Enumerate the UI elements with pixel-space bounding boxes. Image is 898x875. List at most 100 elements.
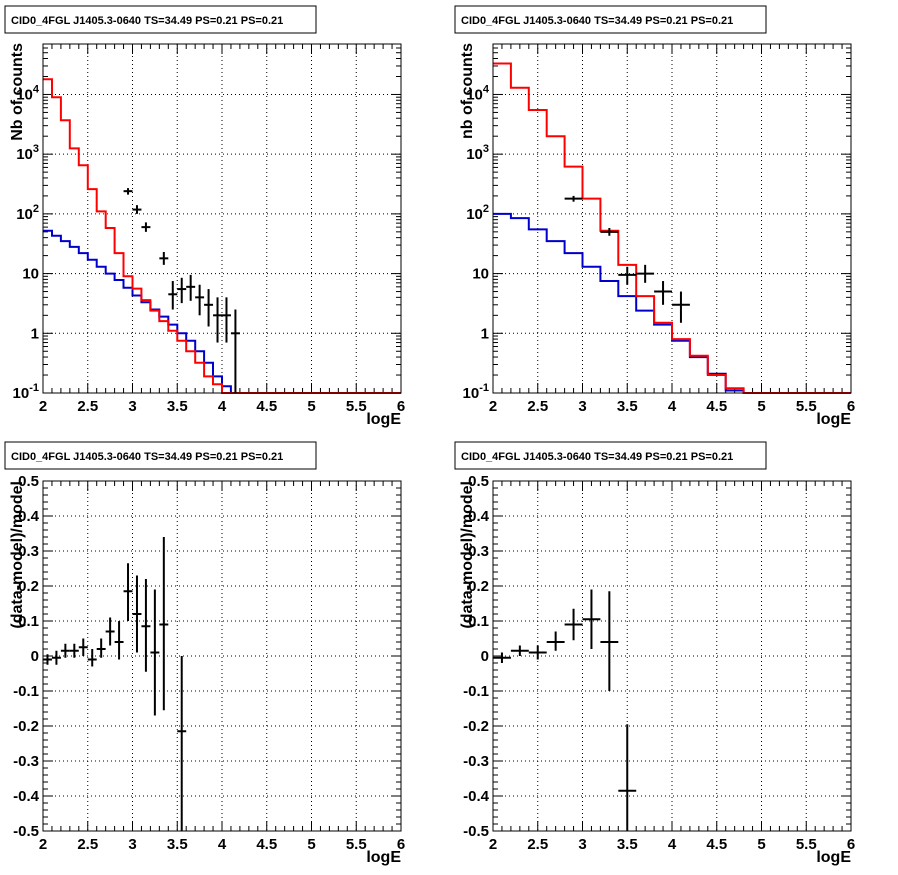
x-tick-label: 4.5 [706,398,727,415]
data-point [195,284,205,316]
panel-title: CID0_4FGL J1405.3-0640 TS=34.49 PS=0.21 … [461,15,733,27]
x-tick-label: 2 [39,398,47,415]
x-tick-label: 3.5 [167,398,188,415]
title-box [454,5,767,34]
y-tick-label: 10-1 [13,382,39,402]
y-tick-label: -0.4 [13,788,40,805]
y-tick-exponent: -1 [29,382,39,394]
y-tick-exponent: 2 [483,203,489,215]
data-point [618,266,637,285]
x-tick-label: 5.5 [346,836,367,853]
y-tick-label: -0.2 [13,718,39,735]
data-point [222,297,231,343]
residual-point [51,650,61,665]
x-tick-label: 3.5 [617,398,638,415]
x-tick-label: 5.5 [796,836,817,853]
y-tick-label: -0.1 [13,683,39,700]
y-tick-label: 10-1 [463,382,489,402]
x-tick-label: 4 [668,398,677,415]
x-tick-label: 5 [757,836,765,853]
y-tick-label: 103 [466,143,489,163]
x-tick-label: 4.5 [256,836,277,853]
panel-title: CID0_4FGL J1405.3-0640 TS=34.49 PS=0.21 … [11,15,283,27]
y-tick-label: -0.5 [463,823,489,840]
panel-title: CID0_4FGL J1405.3-0640 TS=34.49 PS=0.21 … [11,451,283,463]
data-point [672,291,690,323]
y-tick-label: -0.4 [463,788,490,805]
data-point [123,188,133,195]
y-tick-exponent: -1 [479,382,489,394]
residual-point [69,643,79,658]
x-axis-label: logE [366,411,401,428]
x-tick-label: 3.5 [167,836,188,853]
residual-point [546,631,565,651]
plot-background [493,481,851,831]
plot-frame [42,480,402,832]
y-tick-label: 0.5 [18,473,39,490]
y-tick-label: 0.3 [468,543,489,560]
x-axis-label: logE [366,849,401,866]
data-point [141,222,151,232]
residual-point [177,656,187,831]
x-tick-label: 5.5 [796,398,817,415]
plot-frame [492,43,852,394]
y-tick-exponent: 3 [33,143,39,155]
x-tick-label: 3 [578,836,586,853]
data-point [177,277,187,304]
x-tick-label: 3 [128,836,136,853]
y-tick-label: 0.1 [468,613,489,630]
plot-area: 2 2.5 3 3.5 4 4.5 5 5.5 6 -0.5 -0.4 -0.3 -0.2 -0.1 0 0.… [463,473,855,853]
x-tick-label: 4 [218,836,227,853]
y-tick-label: 0.4 [18,508,40,525]
x-tick-label: 4.5 [256,398,277,415]
x-tick-label: 6 [397,398,405,415]
data-point [230,309,240,393]
y-tick-label: 0.3 [18,543,39,560]
y-tick-label: 103 [16,143,39,163]
y-axis-label: nb of counts [459,43,476,139]
data-point [132,205,142,214]
y-tick-label: -0.3 [463,753,489,770]
x-tick-label: 3 [578,398,586,415]
x-tick-label: 2.5 [527,836,548,853]
y-tick-label: 102 [466,203,489,223]
y-tick-label: 102 [16,203,39,223]
x-tick-label: 4.5 [706,836,727,853]
residual-point [96,638,106,658]
residual-point [114,621,124,660]
y-tick-label: -0.5 [13,823,39,840]
plot-background [43,481,401,831]
x-tick-label: 2 [489,836,497,853]
x-tick-label: 2.5 [77,836,98,853]
x-tick-label: 2.5 [527,398,548,415]
y-axis-label: (data-model)/model [9,481,26,629]
y-tick-label: 0.2 [18,578,39,595]
y-tick-label: 0.5 [468,473,489,490]
y-tick-label: 0 [481,648,489,665]
x-tick-label: 3 [128,398,136,415]
y-tick-label: 10 [22,266,39,283]
y-tick-label: -0.1 [463,683,489,700]
residual-point [159,537,169,711]
y-tick-label: 0 [31,648,39,665]
x-tick-label: 5 [307,398,315,415]
x-tick-label: 2 [39,836,47,853]
residual-point [600,591,619,691]
plot-area: 2 2.5 3 3.5 4 4.5 5 5.5 6 -0.5 -0.4 -0.3 -0.2 -0.1 0 0.… [13,473,405,853]
y-tick-label: -0.2 [463,718,489,735]
residual-point [87,649,97,667]
x-tick-label: 2.5 [77,398,98,415]
residual-point [582,589,601,649]
panel-counts-right: CID0_4FGL J1405.3-0640 TS=34.49 PS=0.21 … [454,5,855,428]
x-tick-label: 5 [307,836,315,853]
title-box [4,5,317,34]
plot-frame [42,43,402,394]
data-point [600,228,619,236]
y-tick-label: 1 [31,325,39,342]
plot-frame [492,480,852,832]
data-point [186,274,196,301]
plot-background [43,44,401,393]
y-tick-label: 0.1 [18,613,39,630]
x-axis-label: logE [816,849,851,866]
